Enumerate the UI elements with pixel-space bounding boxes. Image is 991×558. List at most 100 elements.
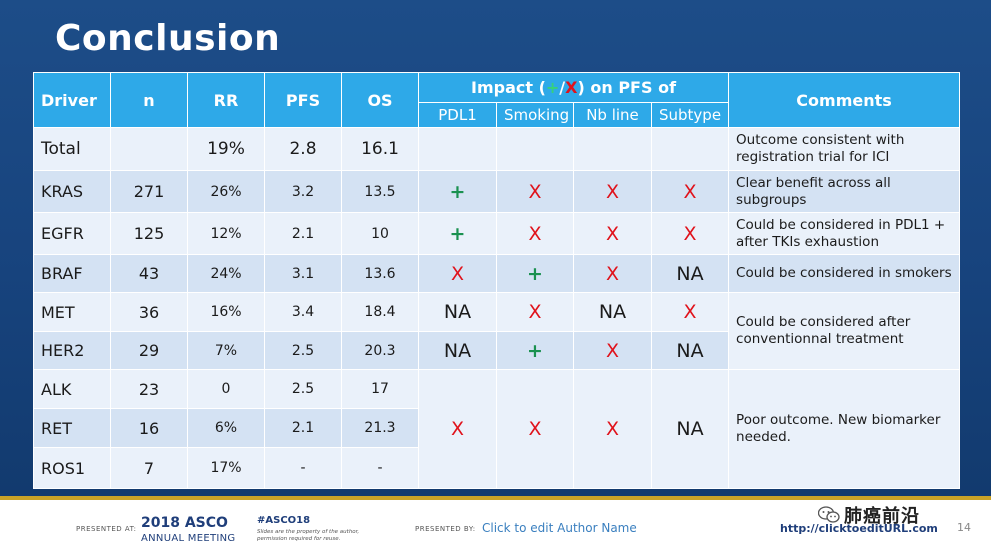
cross-mark: X <box>683 301 697 323</box>
header-os: OS <box>341 72 419 128</box>
na-mark: NA <box>676 339 704 362</box>
table-row-ros1: ROS1 7 17% - - <box>33 447 960 489</box>
cell-comment: Could be considered after conventionnal … <box>728 292 961 370</box>
cross-mark: X <box>605 339 620 362</box>
presented-by-label: PRESENTED BY: <box>415 525 476 533</box>
header-impact-slash: / <box>559 78 566 97</box>
cell-rr: 16% <box>187 292 265 332</box>
presented-at-label: PRESENTED AT: <box>76 525 137 533</box>
header-impact-x: X <box>565 78 578 97</box>
cell-os: - <box>341 447 419 489</box>
na-mark: NA <box>676 418 704 440</box>
cross-mark: X <box>605 222 620 245</box>
table-row-met: MET 36 16% 3.4 18.4 NA X NA X Could be c… <box>33 292 961 370</box>
cell-comment: Clear benefit across all subgroups <box>728 170 961 213</box>
cell-rr: 7% <box>187 331 265 370</box>
cell-driver: ROS1 <box>33 447 111 489</box>
cross-mark: X <box>528 180 542 203</box>
cell-comment: Poor outcome. New biomarker needed. <box>728 369 961 489</box>
page-number: 14 <box>957 521 971 534</box>
cell-pfs: 2.8 <box>264 127 342 171</box>
disclaimer: Slides are the property of the author, p… <box>257 529 360 542</box>
cell-n: 29 <box>110 331 188 370</box>
plus-mark: + <box>527 262 543 285</box>
cell-n: 125 <box>110 212 188 255</box>
watermark-text: 肺癌前沿 <box>844 506 920 527</box>
header-pfs: PFS <box>264 72 342 128</box>
header-rr: RR <box>187 72 265 128</box>
footer-url[interactable]: http://clicktoeditURL.com <box>780 522 938 535</box>
cell-driver: RET <box>33 408 111 448</box>
cross-mark: X <box>528 418 542 440</box>
cell-comment: Could be considered in PDL1 + after TKIs… <box>728 212 961 255</box>
cell-driver: HER2 <box>33 331 111 370</box>
cross-mark: X <box>450 262 465 285</box>
cell-impact-empty <box>650 127 730 171</box>
subheader-subtype: Subtype <box>650 102 730 128</box>
table-row-kras: KRAS 271 26% 3.2 13.5 + X X X Clear bene… <box>33 170 961 213</box>
na-mark: NA <box>443 339 472 362</box>
cell-os: 20.3 <box>341 331 419 370</box>
cross-mark: X <box>450 418 465 440</box>
cell-pfs: 2.1 <box>264 408 342 448</box>
table-row-her2: HER2 29 7% 2.5 20.3 NA + X NA <box>33 331 960 370</box>
cell-impact-empty <box>496 127 574 171</box>
cell-os: 18.4 <box>341 292 419 332</box>
subheader-pdl1: PDL1 <box>418 102 497 128</box>
cell-rr: 26% <box>187 170 265 213</box>
cell-impact-empty <box>418 127 497 171</box>
watermark: 肺癌前沿 <box>818 502 920 528</box>
cell-n: 23 <box>110 369 188 409</box>
na-mark: NA <box>443 301 472 323</box>
cell-pfs: 2.5 <box>264 369 342 409</box>
cross-mark: X <box>528 301 542 323</box>
cell-driver: MET <box>33 292 111 332</box>
conclusion-table: Driver n RR PFS OS Impact (+/X) on PFS o… <box>33 72 961 489</box>
plus-mark: + <box>527 339 543 362</box>
cell-driver: Total <box>33 127 111 171</box>
author-name[interactable]: Click to edit Author Name <box>482 521 637 535</box>
cell-n: 7 <box>110 447 188 489</box>
cell-comment: Outcome consistent with registration tri… <box>728 127 961 171</box>
table-row-braf: BRAF 43 24% 3.1 13.6 X + X NA Could be c… <box>33 254 961 293</box>
cell-os: 10 <box>341 212 419 255</box>
header-impact-suffix: ) on PFS of <box>577 78 677 97</box>
table-row-total: Total 19% 2.8 16.1 Outcome consistent wi… <box>33 127 961 171</box>
cell-os: 17 <box>341 369 419 409</box>
cell-os: 21.3 <box>341 408 419 448</box>
cell-pfs: - <box>264 447 342 489</box>
cell-os: 13.5 <box>341 170 419 213</box>
cell-pfs: 3.2 <box>264 170 342 213</box>
hashtag: #ASCO18 <box>257 515 311 526</box>
cell-rr: 17% <box>187 447 265 489</box>
slide-title: Conclusion <box>55 18 281 59</box>
cell-driver: KRAS <box>33 170 111 213</box>
header-comments: Comments <box>728 72 961 128</box>
cell-n: 16 <box>110 408 188 448</box>
cell-os: 16.1 <box>341 127 419 171</box>
wechat-icon <box>818 506 840 523</box>
cross-mark: X <box>605 418 620 440</box>
na-mark: NA <box>598 301 627 323</box>
header-driver: Driver <box>33 72 111 128</box>
cell-n: 36 <box>110 292 188 332</box>
cross-mark: X <box>605 262 620 285</box>
header-impact: Impact (+/X) on PFS of <box>417 72 730 103</box>
subheader-smoking: Smoking <box>496 102 574 128</box>
cell-rr: 19% <box>187 127 265 171</box>
cell-driver: ALK <box>33 369 111 409</box>
header-impact-prefix: Impact ( <box>471 78 546 97</box>
plus-mark: + <box>449 180 466 203</box>
cell-os: 13.6 <box>341 254 419 293</box>
slide-footer: PRESENTED AT: 2018 ASCO ANNUAL MEETING #… <box>0 500 991 558</box>
cell-pfs: 3.1 <box>264 254 342 293</box>
cell-rr: 6% <box>187 408 265 448</box>
cross-mark: X <box>528 222 542 245</box>
cross-mark: X <box>605 180 620 203</box>
cell-n: 43 <box>110 254 188 293</box>
header-n: n <box>110 72 188 128</box>
cell-n <box>110 127 188 171</box>
cell-driver: EGFR <box>33 212 111 255</box>
plus-mark: + <box>449 222 466 245</box>
table-row-egfr: EGFR 125 12% 2.1 10 + X X X Could be con… <box>33 212 961 255</box>
